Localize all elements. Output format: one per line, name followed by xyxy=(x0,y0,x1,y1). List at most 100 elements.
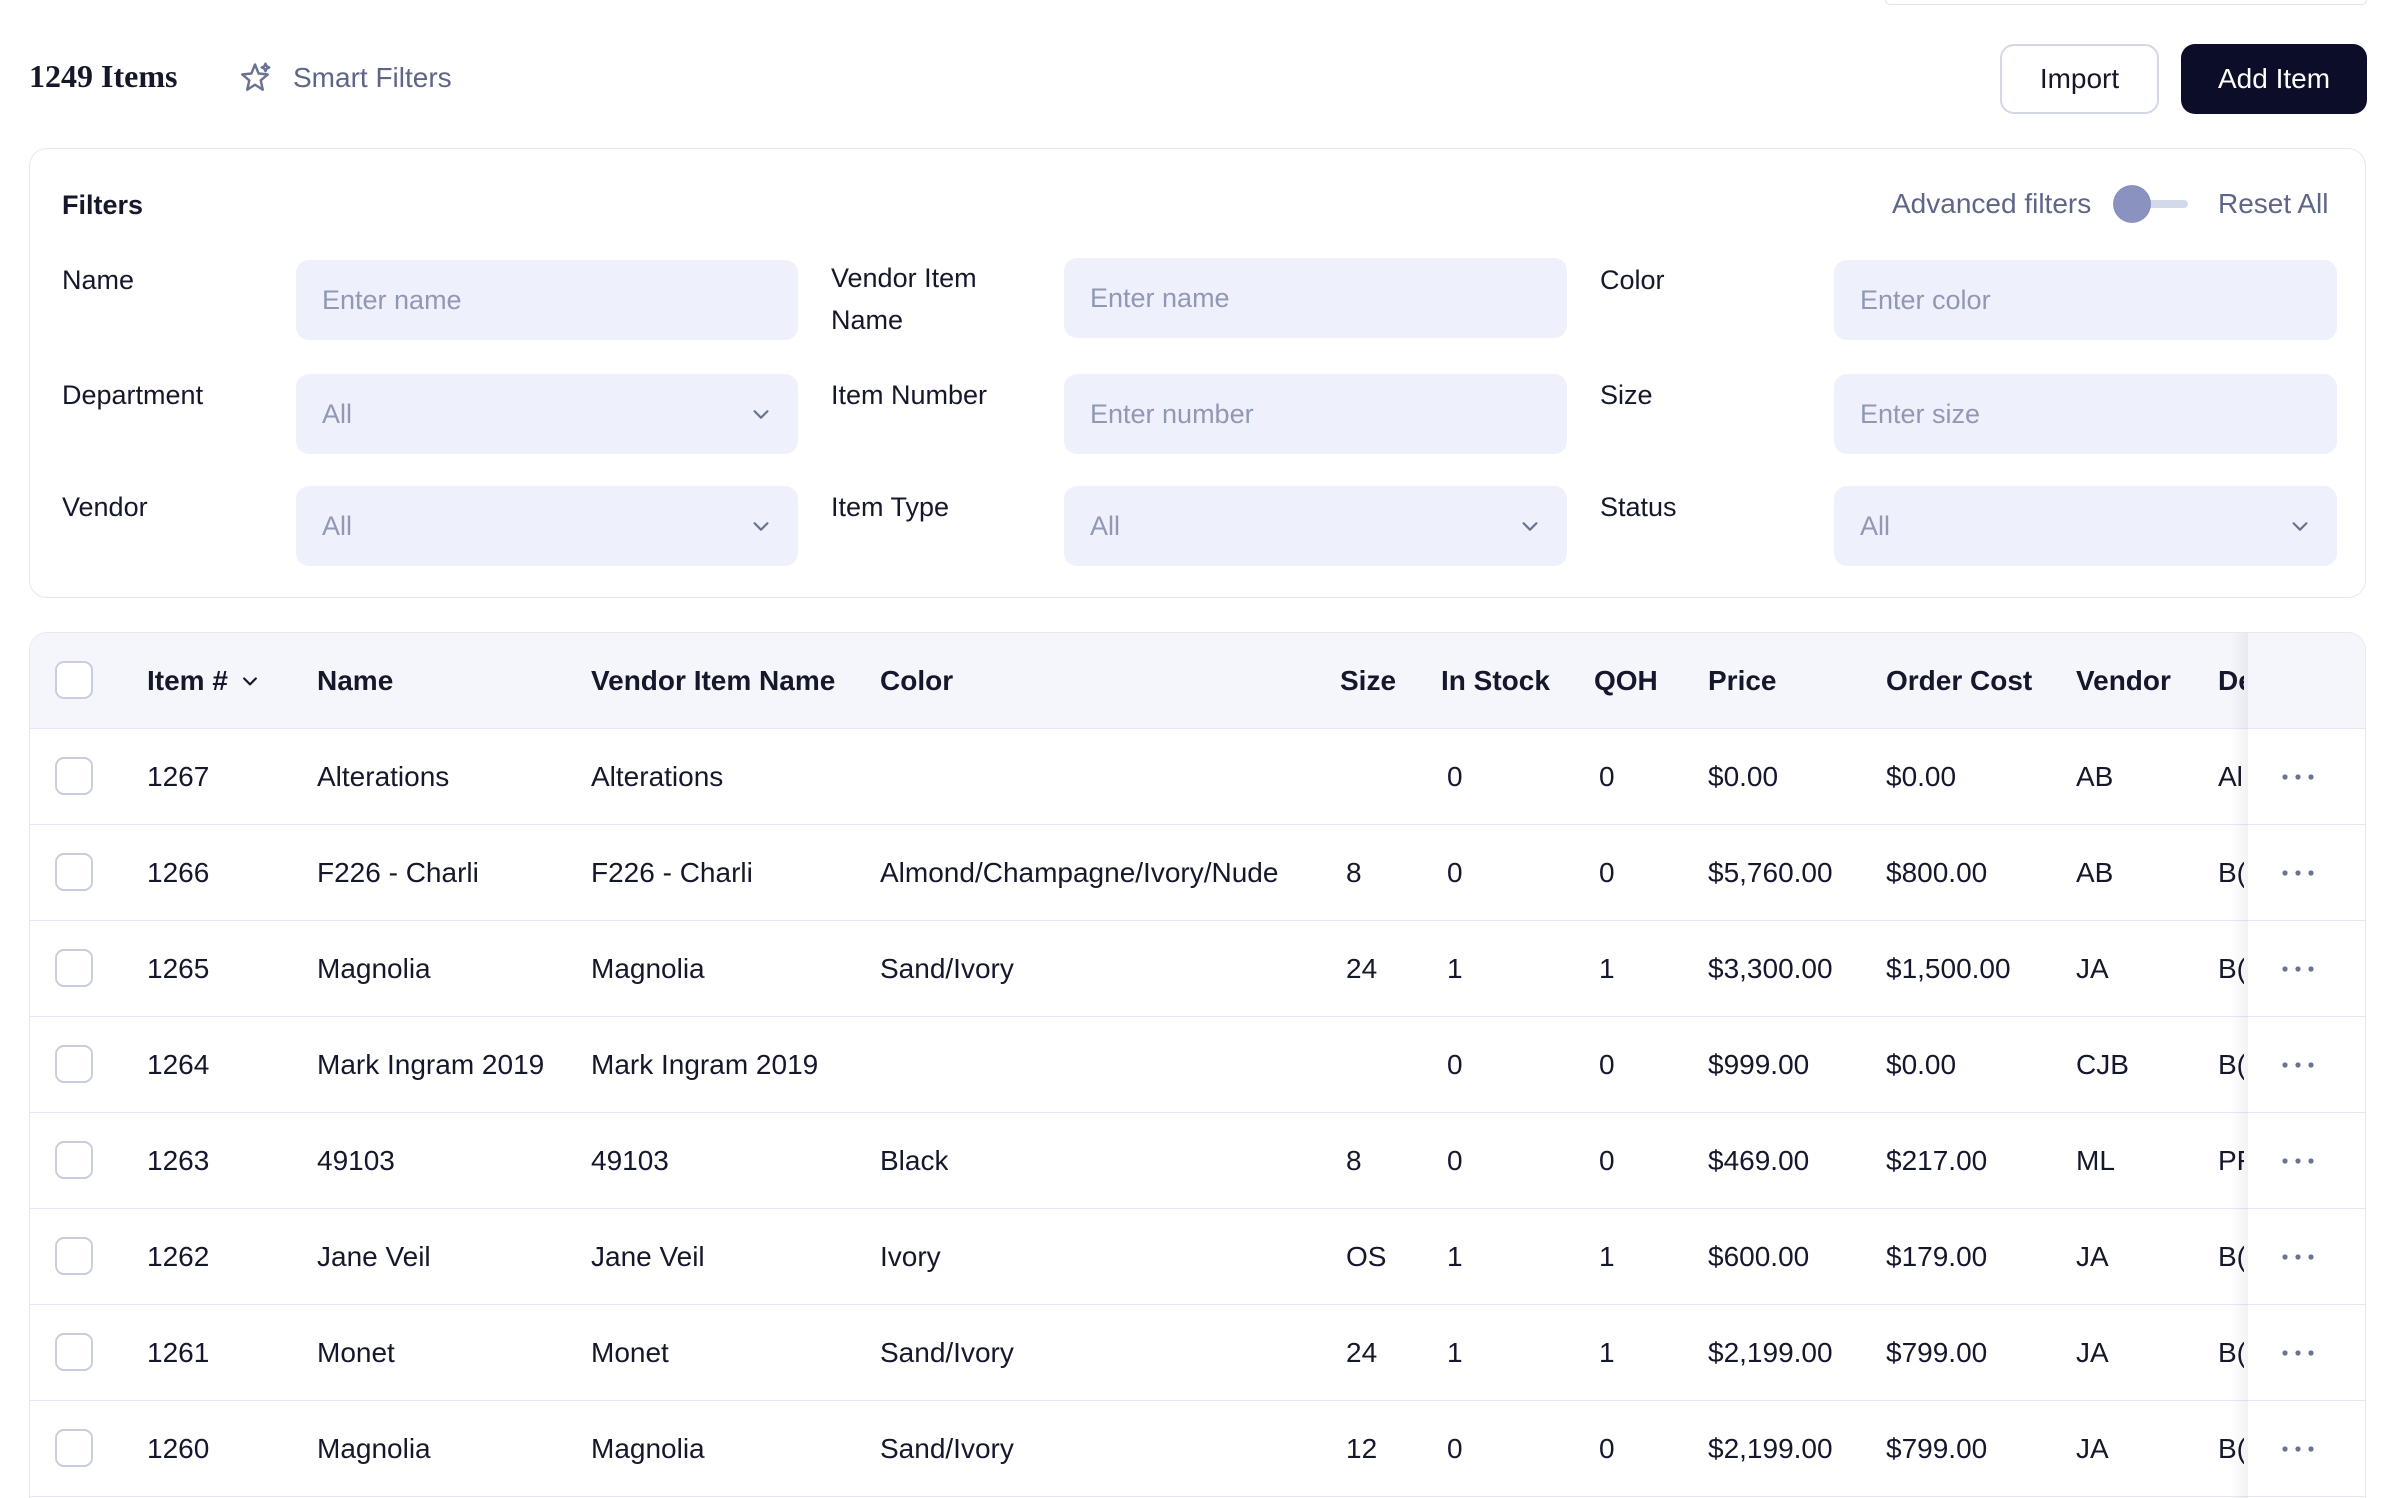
vendor-filter-select[interactable]: All xyxy=(296,486,798,566)
select-all-checkbox[interactable] xyxy=(55,661,93,699)
table-row[interactable]: 1265 Magnolia Magnolia Sand/Ivory 24 1 1 $3,300… xyxy=(30,921,2365,1017)
department-filter-select[interactable]: All xyxy=(296,374,798,454)
row-select-checkbox[interactable] xyxy=(55,757,93,795)
cell-vendor-item-name: Jane Veil xyxy=(591,1241,705,1272)
row-select-checkbox[interactable] xyxy=(55,1141,93,1179)
cell-size: 24 xyxy=(1346,1337,1378,1368)
row-more-actions-button[interactable] xyxy=(2280,729,2316,825)
row-select-checkbox[interactable] xyxy=(55,1333,93,1371)
row-more-actions-button[interactable] xyxy=(2280,1113,2316,1209)
chevron-down-icon xyxy=(2292,522,2308,531)
cell-vendor-item-name: Monet xyxy=(591,1337,669,1368)
column-header-in-stock[interactable]: In Stock xyxy=(1441,665,1550,696)
cell-qoh: 1 xyxy=(1599,953,1615,984)
add-item-button[interactable]: Add Item xyxy=(2181,44,2367,114)
import-button[interactable]: Import xyxy=(2000,44,2159,114)
table-row[interactable]: 1264 Mark Ingram 2019 Mark Ingram 2019 0 0 $9… xyxy=(30,1017,2365,1113)
cell-price: $0.00 xyxy=(1708,761,1779,792)
row-more-actions-button[interactable] xyxy=(2280,825,2316,921)
column-header-item-number[interactable]: Item # xyxy=(147,633,260,729)
row-more-actions-button[interactable] xyxy=(2280,1401,2316,1497)
name-filter-input[interactable] xyxy=(296,260,798,340)
row-select-checkbox[interactable] xyxy=(55,1429,93,1467)
row-select-checkbox[interactable] xyxy=(55,853,93,891)
cell-qoh: 0 xyxy=(1599,1049,1615,1080)
cell-name: Mark Ingram 2019 xyxy=(317,1049,545,1080)
cell-size: OS xyxy=(1346,1241,1387,1272)
cell-color: Sand/Ivory xyxy=(880,1433,1014,1464)
cell-department: B( xyxy=(2218,1337,2244,1368)
advanced-filters-toggle[interactable] xyxy=(2113,185,2151,223)
cell-size: 12 xyxy=(1346,1433,1378,1464)
column-header-price[interactable]: Price xyxy=(1708,665,1777,696)
color-filter-input[interactable] xyxy=(1834,260,2337,340)
row-more-actions-button[interactable] xyxy=(2280,1209,2316,1305)
item-type-filter-select[interactable]: All xyxy=(1064,486,1567,566)
row-more-actions-button[interactable] xyxy=(2280,921,2316,1017)
column-header-qoh[interactable]: QOH xyxy=(1594,665,1658,696)
cell-vendor: JA xyxy=(2076,1241,2109,1272)
item-number-filter-input[interactable] xyxy=(1064,374,1567,454)
cell-order-cost: $179.00 xyxy=(1886,1241,1988,1272)
cell-color: Ivory xyxy=(880,1241,941,1272)
cell-color: Sand/Ivory xyxy=(880,953,1014,984)
cell-in-stock: 0 xyxy=(1447,1049,1463,1080)
cell-name: Monet xyxy=(317,1337,395,1368)
column-header-vendor[interactable]: Vendor xyxy=(2076,665,2171,696)
row-select-checkbox[interactable] xyxy=(55,1237,93,1275)
cell-in-stock: 0 xyxy=(1447,857,1463,888)
cell-vendor: JA xyxy=(2076,1433,2109,1464)
column-header-department[interactable]: De xyxy=(2218,665,2244,696)
cell-color: Almond/Champagne/Ivory/Nude xyxy=(880,857,1279,888)
table-header-row: Item # Name Vendor Item Name Color Size … xyxy=(30,633,2365,729)
cell-vendor: JA xyxy=(2076,953,2109,984)
cell-item-number: 1263 xyxy=(147,1145,210,1176)
row-select-checkbox[interactable] xyxy=(55,949,93,987)
reset-all-link[interactable]: Reset All xyxy=(2218,188,2329,219)
vendor-item-name-filter-input[interactable] xyxy=(1064,258,1567,338)
column-header-order-cost[interactable]: Order Cost xyxy=(1886,665,2033,696)
table-row[interactable]: 1266 F226 - Charli F226 - Charli Almond/Cha… xyxy=(30,825,2365,921)
column-header-color[interactable]: Color xyxy=(880,665,954,696)
advanced-filters-label: Advanced filters xyxy=(1892,188,2092,219)
row-more-actions-button[interactable] xyxy=(2280,1305,2316,1401)
more-horizontal-icon xyxy=(2282,1350,2314,1356)
cell-size: 8 xyxy=(1346,1145,1362,1176)
more-horizontal-icon xyxy=(2282,1158,2314,1164)
row-select-checkbox[interactable] xyxy=(55,1045,93,1083)
row-more-actions-button[interactable] xyxy=(2280,1017,2316,1113)
cell-order-cost: $1,500.00 xyxy=(1886,953,2011,984)
cell-order-cost: $800.00 xyxy=(1886,857,1988,888)
table-row[interactable]: 1261 Monet Monet Sand/Ivory 24 1 1 $2,199.00 $79… xyxy=(30,1305,2365,1401)
table-row[interactable]: 1263 49103 49103 Black 8 0 0 $469.00 $217.00 ML PF xyxy=(30,1113,2365,1209)
cell-vendor-item-name: Alterations xyxy=(591,761,724,792)
cell-vendor-item-name: Magnolia xyxy=(591,1433,705,1464)
cell-item-number: 1260 xyxy=(147,1433,210,1464)
cell-item-number: 1266 xyxy=(147,857,210,888)
cell-vendor: AB xyxy=(2076,761,2114,792)
cell-price: $2,199.00 xyxy=(1708,1337,1833,1368)
table-row[interactable]: 1267 Alterations Alterations 0 0 $0.00 $0.00 AB… xyxy=(30,729,2365,825)
cell-department: B( xyxy=(2218,857,2244,888)
cell-qoh: 0 xyxy=(1599,857,1615,888)
chevron-down-icon xyxy=(1522,522,1538,531)
top-scroll-edge xyxy=(1885,0,2367,5)
cell-name: 49103 xyxy=(317,1145,395,1176)
table-row[interactable]: 1260 Magnolia Magnolia Sand/Ivory 12 0 0 $2,199… xyxy=(30,1401,2365,1497)
item-number-filter-label: Item Number xyxy=(831,380,988,410)
column-header-name[interactable]: Name xyxy=(317,665,394,696)
table-row[interactable]: 1262 Jane Veil Jane Veil Ivory OS 1 1 $600.00 $1… xyxy=(30,1209,2365,1305)
sparkle-star-icon xyxy=(241,62,271,91)
column-header-item-number-label: Item # xyxy=(147,665,228,696)
department-filter-label: Department xyxy=(62,380,204,410)
advanced-filters-toggle-track[interactable] xyxy=(2114,200,2188,208)
cell-price: $999.00 xyxy=(1708,1049,1810,1080)
cell-item-number: 1261 xyxy=(147,1337,210,1368)
cell-department: B( xyxy=(2218,1049,2244,1080)
size-filter-input[interactable] xyxy=(1834,374,2337,454)
more-horizontal-icon xyxy=(2282,870,2314,876)
status-filter-select[interactable]: All xyxy=(1834,486,2337,566)
column-header-size[interactable]: Size xyxy=(1340,665,1397,696)
column-header-vendor-item-name[interactable]: Vendor Item Name xyxy=(591,665,836,696)
smart-filters-button[interactable]: Smart Filters xyxy=(237,60,452,96)
